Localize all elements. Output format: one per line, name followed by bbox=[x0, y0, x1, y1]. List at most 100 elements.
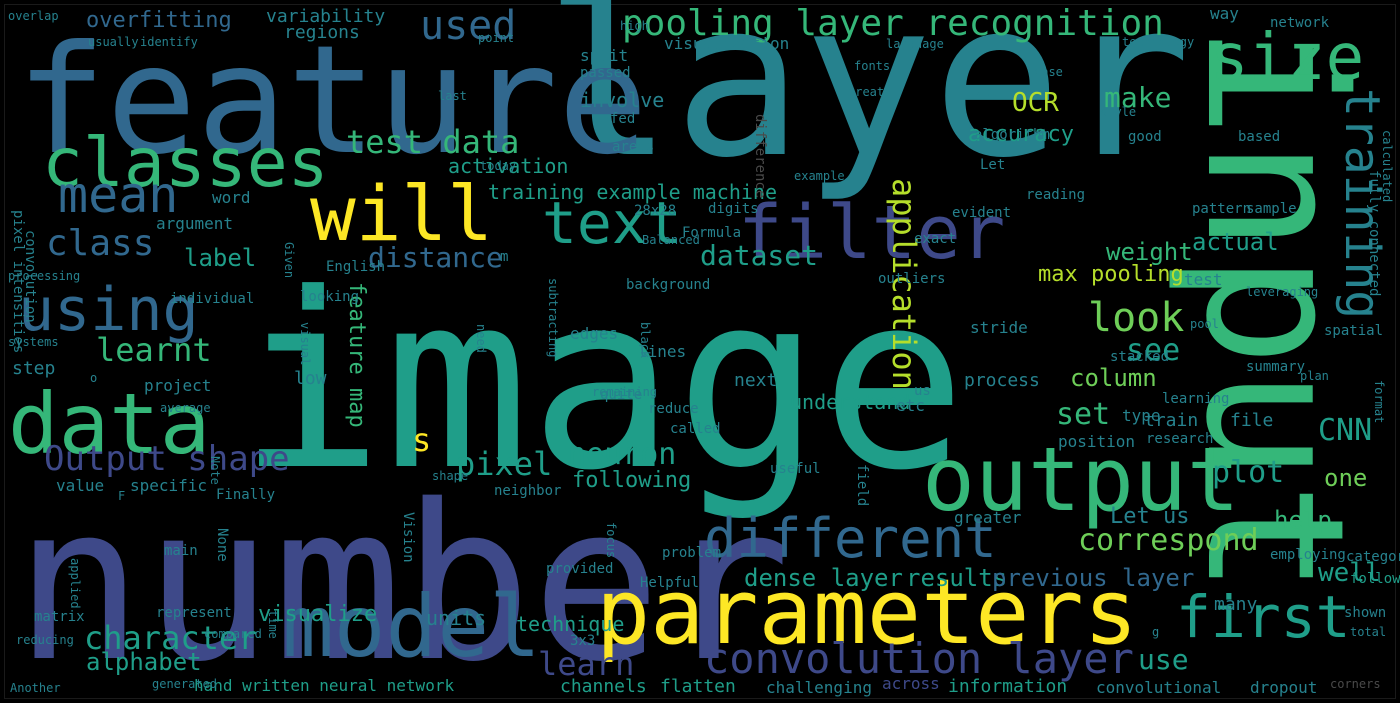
cloud-word: learnt bbox=[96, 331, 212, 369]
cloud-word: Output shape bbox=[44, 439, 290, 479]
cloud-word: identify bbox=[140, 35, 198, 49]
cloud-word: example bbox=[794, 169, 845, 183]
cloud-word: etc bbox=[896, 396, 925, 415]
cloud-word: individual bbox=[170, 291, 255, 307]
cloud-word: overfitting bbox=[86, 8, 232, 33]
cloud-word: model bbox=[282, 577, 541, 677]
cloud-word: quite bbox=[600, 387, 643, 403]
cloud-word: character bbox=[84, 619, 258, 657]
cloud-word: regions bbox=[284, 22, 360, 43]
cloud-word: use bbox=[1138, 643, 1189, 676]
cloud-word: plot bbox=[1212, 455, 1285, 490]
cloud-word: flatten bbox=[660, 676, 736, 697]
cloud-word: look bbox=[1088, 295, 1185, 341]
cloud-word: processing bbox=[8, 269, 81, 283]
cloud-word: shown bbox=[1344, 605, 1387, 621]
cloud-word: spatial bbox=[1324, 323, 1384, 339]
cloud-word: weight bbox=[1106, 238, 1193, 266]
cloud-word: visualization bbox=[664, 34, 790, 53]
cloud-word: process bbox=[964, 370, 1040, 391]
cloud-word: calculated bbox=[1380, 130, 1394, 203]
cloud-word: lines bbox=[638, 342, 687, 361]
cloud-word: exact bbox=[914, 231, 957, 247]
cloud-word: network bbox=[1270, 15, 1330, 31]
cloud-word: accuracy bbox=[968, 122, 1074, 147]
cloud-word: outliers bbox=[878, 271, 946, 287]
cloud-word: s bbox=[412, 421, 432, 459]
cloud-word: main bbox=[164, 543, 198, 559]
cloud-word: applied bbox=[68, 558, 82, 609]
cloud-word: g bbox=[1152, 625, 1160, 639]
cloud-word: see bbox=[1126, 333, 1181, 368]
cloud-word: format bbox=[1372, 380, 1386, 424]
cloud-word: visual bbox=[298, 322, 312, 366]
cloud-word: OCR bbox=[1012, 88, 1059, 118]
cloud-word: using bbox=[18, 275, 199, 345]
cloud-word: fact bbox=[968, 85, 997, 99]
cloud-word: background bbox=[626, 277, 711, 293]
cloud-word: Note bbox=[208, 456, 222, 485]
cloud-word: systems bbox=[8, 335, 59, 349]
cloud-word: followed bbox=[1350, 571, 1400, 587]
cloud-word: good bbox=[1128, 129, 1162, 145]
cloud-word: feature bbox=[16, 14, 649, 188]
cloud-word: fonts bbox=[854, 59, 891, 73]
cloud-word: Balanced bbox=[642, 233, 700, 247]
cloud-word: reduce bbox=[648, 401, 699, 417]
cloud-word: number bbox=[14, 458, 791, 703]
cloud-word: hand written neural network bbox=[194, 676, 455, 695]
cloud-word: image bbox=[238, 242, 967, 524]
cloud-word: make bbox=[1104, 81, 1172, 114]
cloud-word: case bbox=[1034, 65, 1063, 79]
cloud-word: looking bbox=[300, 289, 360, 305]
cloud-word: channels bbox=[560, 676, 647, 697]
cloud-word: alphabet bbox=[86, 648, 202, 676]
cloud-word: well bbox=[1318, 558, 1381, 588]
cloud-word: many bbox=[1214, 594, 1258, 615]
cloud-word: class bbox=[46, 223, 155, 264]
cloud-word: argument bbox=[156, 214, 234, 233]
cloud-word: filter bbox=[738, 190, 1006, 276]
cloud-word: greater bbox=[954, 508, 1022, 527]
cloud-word: plan bbox=[1300, 369, 1329, 383]
cloud-word: time bbox=[266, 610, 280, 639]
cloud-word: project bbox=[144, 376, 212, 395]
cloud-word: language bbox=[886, 37, 944, 51]
cloud-word: help bbox=[1274, 506, 1332, 534]
cloud-word: reading bbox=[1026, 187, 1086, 203]
cloud-word: None bbox=[214, 528, 230, 562]
cloud-word: dense layer bbox=[744, 564, 903, 592]
cloud-word: English bbox=[326, 259, 386, 275]
cloud-word: parameters bbox=[596, 560, 1138, 665]
cloud-word: size bbox=[1210, 21, 1365, 95]
cloud-word: specific bbox=[130, 476, 208, 495]
cloud-word: algorithm bbox=[974, 127, 1050, 143]
cloud-word: understand bbox=[790, 390, 911, 414]
cloud-word: today bbox=[480, 159, 517, 173]
cloud-word: category bbox=[1346, 549, 1400, 565]
cloud-word: neuron bbox=[568, 437, 677, 472]
cloud-word: file bbox=[1230, 410, 1274, 431]
cloud-word: areas bbox=[612, 139, 655, 155]
cloud-word: stacked bbox=[1110, 349, 1170, 365]
cloud-word: activation bbox=[448, 154, 569, 178]
cloud-word: across bbox=[882, 674, 940, 693]
cloud-word: actual bbox=[1192, 228, 1279, 256]
cloud-word: technique bbox=[516, 612, 625, 636]
cloud-word: summary bbox=[1246, 359, 1306, 375]
cloud-word: neighbor bbox=[494, 483, 562, 499]
cloud-word: called bbox=[670, 421, 721, 437]
cloud-word: useful bbox=[770, 461, 821, 477]
cloud-word: o bbox=[90, 371, 98, 385]
cloud-word: output bbox=[922, 428, 1240, 531]
cloud-word: passed bbox=[580, 65, 631, 81]
cloud-word: CNN bbox=[1318, 413, 1373, 448]
cloud-word: fed bbox=[610, 111, 636, 127]
cloud-word: average bbox=[160, 401, 211, 415]
cloud-word: research bbox=[1146, 431, 1214, 447]
cloud-word: train bbox=[1144, 410, 1199, 431]
cloud-word: matrix bbox=[34, 609, 85, 625]
cloud-word: challenging bbox=[766, 678, 872, 697]
cloud-word: word bbox=[212, 188, 251, 207]
cloud-word: leveraging bbox=[1246, 285, 1319, 299]
